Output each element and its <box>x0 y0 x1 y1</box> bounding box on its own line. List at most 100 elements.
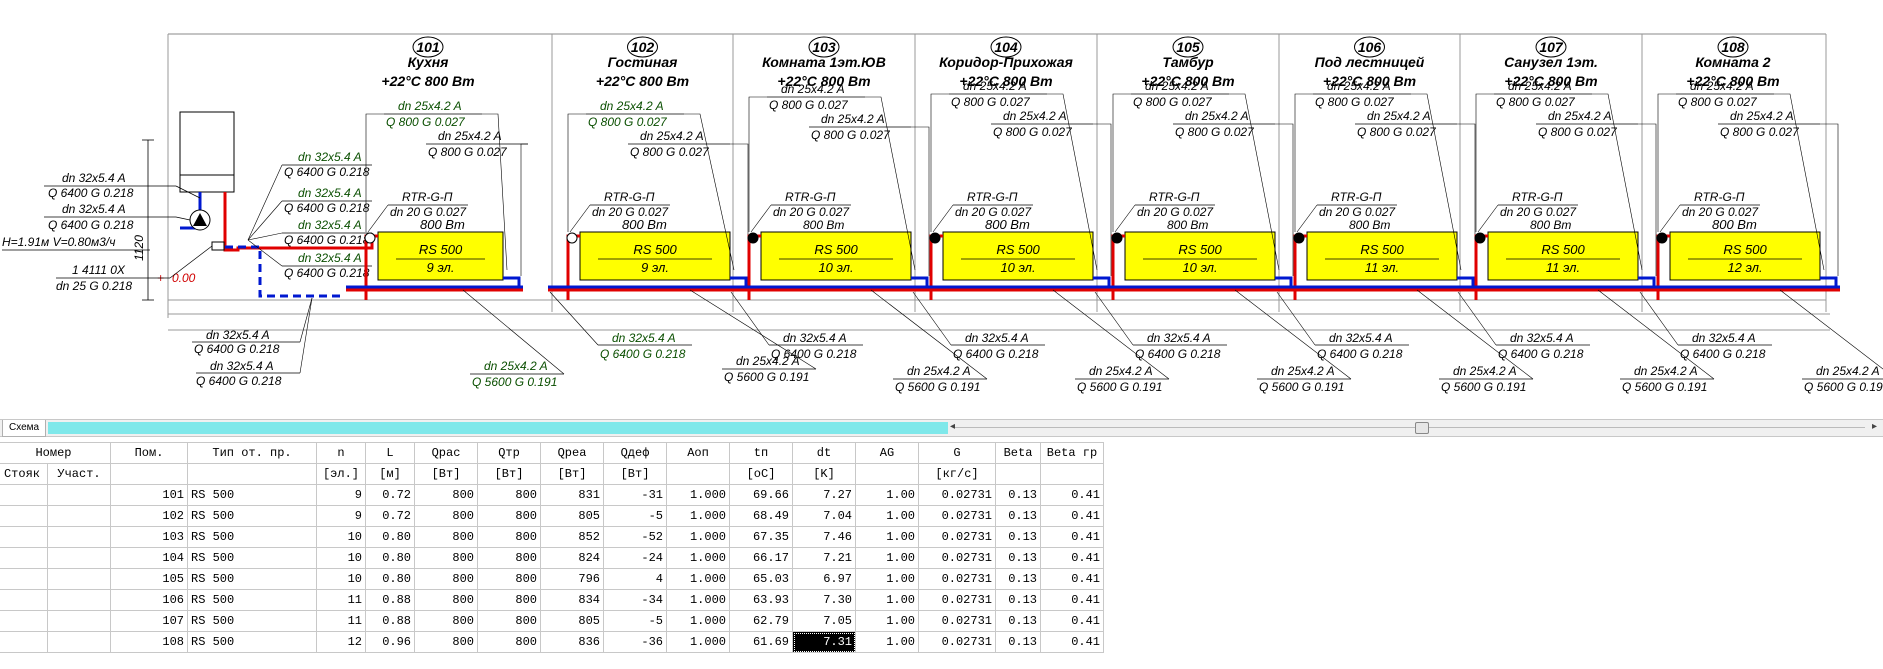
table-cell[interactable]: 800 <box>414 568 478 590</box>
table-cell[interactable]: 0.41 <box>1040 484 1104 506</box>
table-cell[interactable]: 12 <box>316 631 366 653</box>
table-cell[interactable]: 7.31 <box>792 631 856 653</box>
table-cell[interactable]: 800 <box>477 610 541 632</box>
table-row[interactable]: 104 RS 500 10 0.80 800 800 824 -24 1.000 66.17 7.2… <box>0 547 1104 569</box>
table-cell[interactable]: 11 <box>316 610 366 632</box>
table-cell[interactable]: RS 500 <box>187 526 317 548</box>
table-row[interactable]: 108 RS 500 12 0.96 800 800 836 -36 1.000 61.69 7.3… <box>0 631 1104 653</box>
scroll-left-icon[interactable]: ◂ <box>950 421 956 432</box>
table-cell[interactable]: 0.41 <box>1040 610 1104 632</box>
table-cell[interactable]: 0.72 <box>365 505 415 527</box>
table-cell[interactable]: 0.80 <box>365 526 415 548</box>
table-cell[interactable]: 65.03 <box>729 568 793 590</box>
tab-schema[interactable]: Схема <box>2 420 47 437</box>
table-row[interactable]: 107 RS 500 11 0.88 800 800 805 -5 1.000 62.79 7.05… <box>0 610 1104 632</box>
table-cell[interactable]: RS 500 <box>187 568 317 590</box>
table-cell[interactable]: 63.93 <box>729 589 793 611</box>
table-cell[interactable]: RS 500 <box>187 547 317 569</box>
table-cell[interactable]: 108 <box>110 631 188 653</box>
table-cell[interactable]: 800 <box>414 526 478 548</box>
table-cell[interactable]: 0.02731 <box>918 526 996 548</box>
table-cell[interactable]: 1.00 <box>855 568 919 590</box>
table-cell[interactable]: -5 <box>603 610 667 632</box>
table-cell[interactable] <box>0 547 48 569</box>
table-cell[interactable] <box>47 589 111 611</box>
table-cell[interactable]: 1.00 <box>855 589 919 611</box>
table-cell[interactable]: 7.27 <box>792 484 856 506</box>
table-cell[interactable]: 824 <box>540 547 604 569</box>
table-cell[interactable]: 9 <box>316 505 366 527</box>
table-cell[interactable]: 852 <box>540 526 604 548</box>
table-cell[interactable]: 0.88 <box>365 589 415 611</box>
table-cell[interactable]: 0.80 <box>365 547 415 569</box>
table-cell[interactable]: 7.46 <box>792 526 856 548</box>
table-cell[interactable]: 831 <box>540 484 604 506</box>
table-cell[interactable]: 1.000 <box>666 484 730 506</box>
table-cell[interactable]: 0.13 <box>995 547 1041 569</box>
table-cell[interactable]: 800 <box>477 631 541 653</box>
table-cell[interactable]: 0.13 <box>995 505 1041 527</box>
table-cell[interactable]: 0.41 <box>1040 547 1104 569</box>
table-cell[interactable]: 10 <box>316 526 366 548</box>
table-cell[interactable]: 800 <box>477 505 541 527</box>
table-cell[interactable]: 800 <box>414 505 478 527</box>
table-cell[interactable]: 800 <box>414 484 478 506</box>
table-cell[interactable] <box>47 547 111 569</box>
table-cell[interactable] <box>0 610 48 632</box>
table-cell[interactable]: 1.00 <box>855 526 919 548</box>
table-cell[interactable]: 6.97 <box>792 568 856 590</box>
table-cell[interactable] <box>0 568 48 590</box>
table-cell[interactable]: 0.02731 <box>918 589 996 611</box>
table-cell[interactable]: 0.13 <box>995 631 1041 653</box>
table-cell[interactable]: 0.13 <box>995 589 1041 611</box>
horizontal-scroll-thumb[interactable] <box>1415 422 1429 434</box>
table-cell[interactable]: 0.13 <box>995 484 1041 506</box>
table-cell[interactable]: 1.00 <box>855 631 919 653</box>
table-cell[interactable] <box>47 484 111 506</box>
table-cell[interactable]: 805 <box>540 505 604 527</box>
table-cell[interactable]: 106 <box>110 589 188 611</box>
table-cell[interactable]: -34 <box>603 589 667 611</box>
table-cell[interactable]: 0.13 <box>995 526 1041 548</box>
tab-scroll-area[interactable] <box>48 422 948 434</box>
table-row[interactable]: 101 RS 500 9 0.72 800 800 831 -31 1.000 69.66 7.27… <box>0 484 1104 506</box>
table-cell[interactable]: 1.00 <box>855 484 919 506</box>
table-cell[interactable]: 1.000 <box>666 526 730 548</box>
table-cell[interactable]: 66.17 <box>729 547 793 569</box>
table-cell[interactable]: 800 <box>477 589 541 611</box>
table-cell[interactable]: RS 500 <box>187 484 317 506</box>
table-cell[interactable]: 0.88 <box>365 610 415 632</box>
table-cell[interactable]: 0.96 <box>365 631 415 653</box>
table-cell[interactable]: 1.000 <box>666 610 730 632</box>
table-cell[interactable]: 0.41 <box>1040 631 1104 653</box>
table-cell[interactable]: 1.000 <box>666 631 730 653</box>
table-cell[interactable]: 0.80 <box>365 568 415 590</box>
table-cell[interactable]: 7.04 <box>792 505 856 527</box>
table-cell[interactable]: 800 <box>477 484 541 506</box>
table-cell[interactable]: 0.02731 <box>918 631 996 653</box>
table-cell[interactable]: 0.13 <box>995 568 1041 590</box>
table-cell[interactable]: 104 <box>110 547 188 569</box>
table-cell[interactable]: 0.41 <box>1040 505 1104 527</box>
table-cell[interactable]: 105 <box>110 568 188 590</box>
table-cell[interactable]: -52 <box>603 526 667 548</box>
table-cell[interactable]: 834 <box>540 589 604 611</box>
table-cell[interactable]: 10 <box>316 547 366 569</box>
table-cell[interactable]: 103 <box>110 526 188 548</box>
table-cell[interactable]: -24 <box>603 547 667 569</box>
table-cell[interactable]: 1.000 <box>666 568 730 590</box>
table-cell[interactable] <box>0 505 48 527</box>
table-cell[interactable]: 1.00 <box>855 505 919 527</box>
scroll-right-icon[interactable]: ▸ <box>1872 421 1878 432</box>
table-cell[interactable]: 1.000 <box>666 589 730 611</box>
table-cell[interactable]: 800 <box>414 631 478 653</box>
table-cell[interactable] <box>0 526 48 548</box>
table-cell[interactable]: 1.000 <box>666 547 730 569</box>
table-cell[interactable]: -31 <box>603 484 667 506</box>
table-row[interactable]: 103 RS 500 10 0.80 800 800 852 -52 1.000 67.35 7.4… <box>0 526 1104 548</box>
table-cell[interactable]: 0.41 <box>1040 568 1104 590</box>
table-cell[interactable]: RS 500 <box>187 610 317 632</box>
table-cell[interactable]: 61.69 <box>729 631 793 653</box>
table-cell[interactable]: 62.79 <box>729 610 793 632</box>
